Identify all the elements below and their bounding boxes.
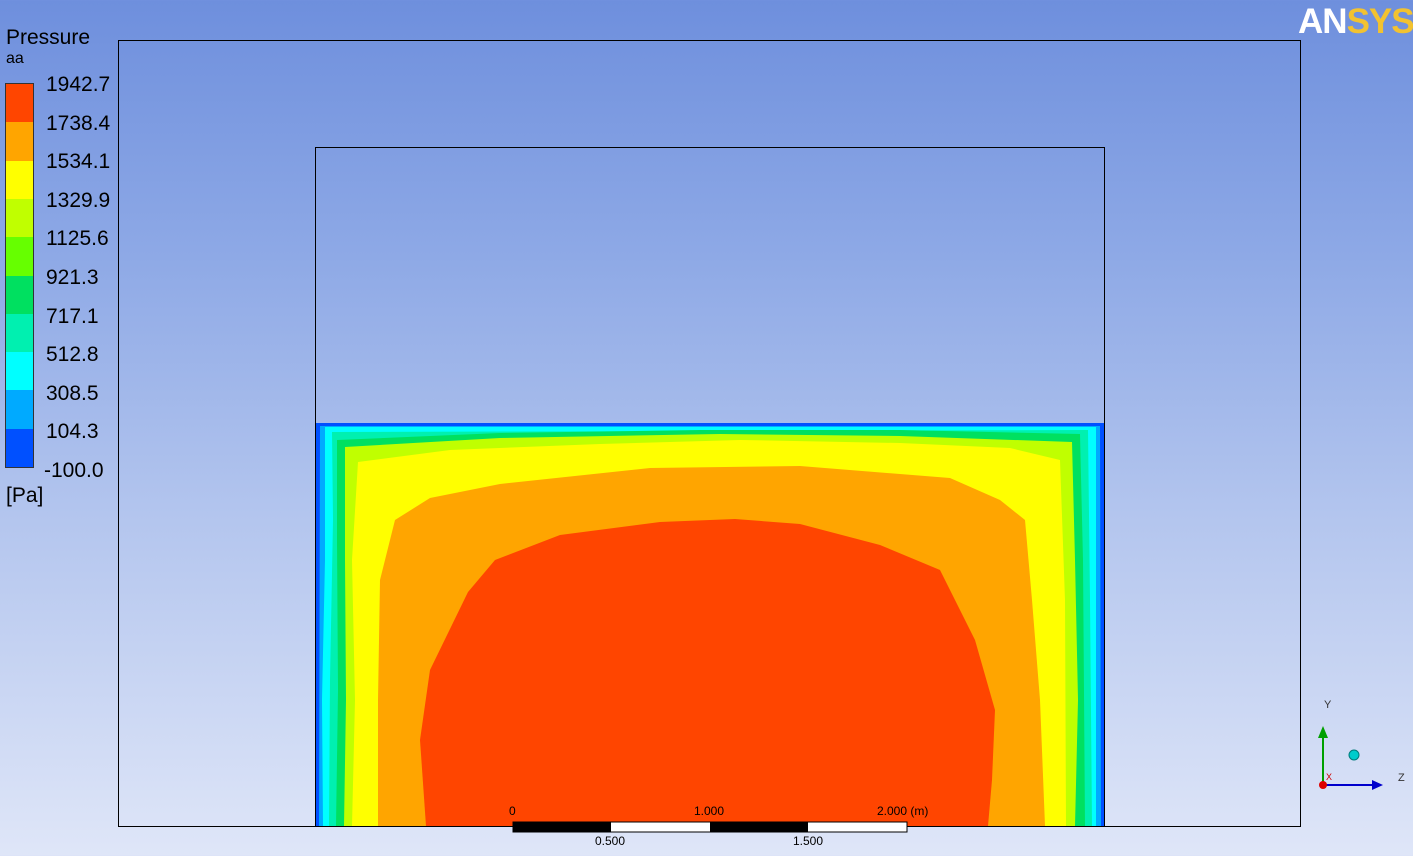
legend-tick-label: 1329.9 (46, 188, 111, 212)
legend-tick-label: -100.0 (44, 459, 104, 482)
logo-sys: SYS (1346, 2, 1413, 41)
scale-label-1000: 1.000 (694, 804, 725, 818)
legend-tick-label: 512.8 (46, 343, 99, 367)
scale-label-2000: 2.000 (m) (877, 804, 929, 818)
legend-swatch (6, 122, 33, 162)
legend-swatch (6, 198, 33, 238)
pressure-contour (316, 423, 1104, 826)
legend-swatch (6, 390, 33, 430)
axis-label-y: Y (1324, 699, 1332, 711)
logo-an: AN (1298, 2, 1348, 41)
legend-swatch (6, 160, 33, 200)
legend-tick-label: 1534.1 (46, 150, 111, 174)
scale-bar (512, 821, 908, 833)
contour-band-red (420, 519, 995, 826)
ansys-logo: ANSYS (1298, 2, 1413, 42)
legend-color-bar (5, 83, 34, 468)
axis-label-x: X (1326, 772, 1333, 782)
legend-swatch (6, 313, 33, 353)
legend-swatch (6, 275, 33, 315)
scale-label-0500: 0.500 (595, 834, 626, 848)
legend-tick-label: 104.3 (46, 420, 99, 444)
legend-title: Pressure (6, 26, 91, 49)
legend-tick-label: 1125.6 (46, 227, 109, 251)
axis-origin-icon (1319, 781, 1327, 789)
legend-tick-label: 1738.4 (46, 111, 111, 135)
legend-swatch (6, 84, 33, 123)
legend-tick-label: 717.1 (46, 304, 99, 328)
legend-tick-label: 921.3 (46, 266, 99, 289)
legend-swatch (6, 237, 33, 276)
scale-segment-1 (513, 822, 611, 832)
legend-tick-label: 1942.7 (46, 73, 111, 96)
scale-segment-3 (710, 822, 808, 832)
axis-triad (1318, 726, 1383, 790)
legend-swatch (6, 428, 33, 468)
legend-tick-label: 308.5 (46, 381, 99, 405)
scale-label-1500: 1.500 (793, 834, 824, 848)
legend-unit: [Pa] (6, 484, 44, 507)
scale-label-0: 0 (509, 804, 516, 818)
view-sphere-icon[interactable] (1348, 749, 1360, 761)
legend-swatch (6, 352, 33, 391)
axis-label-z: Z (1398, 772, 1405, 784)
legend-subtitle: aa (6, 50, 24, 67)
